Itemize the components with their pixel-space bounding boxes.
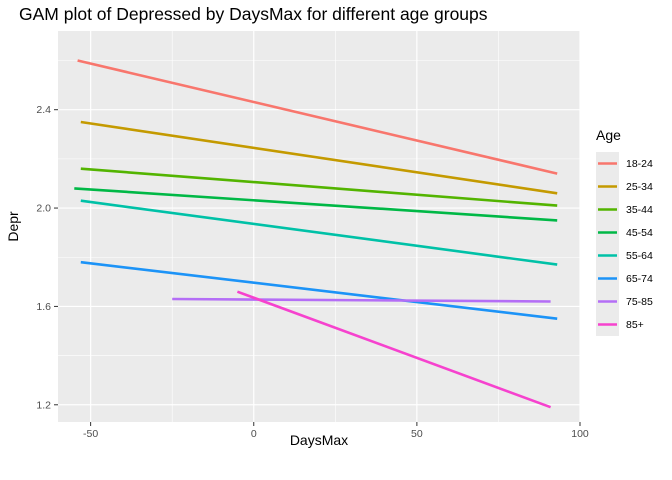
chart-title: GAM plot of Depressed by DaysMax for dif…: [19, 4, 488, 24]
legend-label: 45-54: [626, 227, 653, 239]
plot-panel: [58, 31, 580, 422]
series-line-18-24: [77, 59, 558, 175]
legend-label: 18-24: [626, 158, 653, 170]
x-tick-label: -50: [83, 428, 98, 440]
series-line-75-85: [172, 297, 551, 303]
series-line-35-44: [80, 167, 558, 207]
x-axis-label: DaysMax: [290, 432, 348, 448]
series-line-45-54: [74, 187, 558, 222]
legend-label: 25-34: [626, 181, 653, 193]
series-line-65-74: [80, 260, 558, 320]
series-line-25-34: [80, 120, 558, 195]
series-line-55-64: [80, 199, 558, 266]
y-tick-label: 1.2: [36, 399, 51, 411]
legend-label: 75-85: [626, 296, 653, 308]
legend-label: 35-44: [626, 204, 653, 216]
y-tick-label: 2.0: [36, 203, 51, 215]
x-tick-label: 100: [571, 428, 589, 440]
legend-label: 85+: [626, 319, 644, 331]
y-tick-label: 2.4: [36, 104, 51, 116]
y-tick-label: 1.6: [36, 301, 51, 313]
legend-title: Age: [596, 127, 621, 143]
x-tick-label: 50: [411, 428, 423, 440]
series-line-85+: [236, 290, 552, 409]
y-axis-label: Depr: [5, 211, 21, 242]
x-tick-label: 0: [251, 428, 257, 440]
legend-label: 65-74: [626, 273, 653, 285]
legend-label: 55-64: [626, 250, 653, 262]
